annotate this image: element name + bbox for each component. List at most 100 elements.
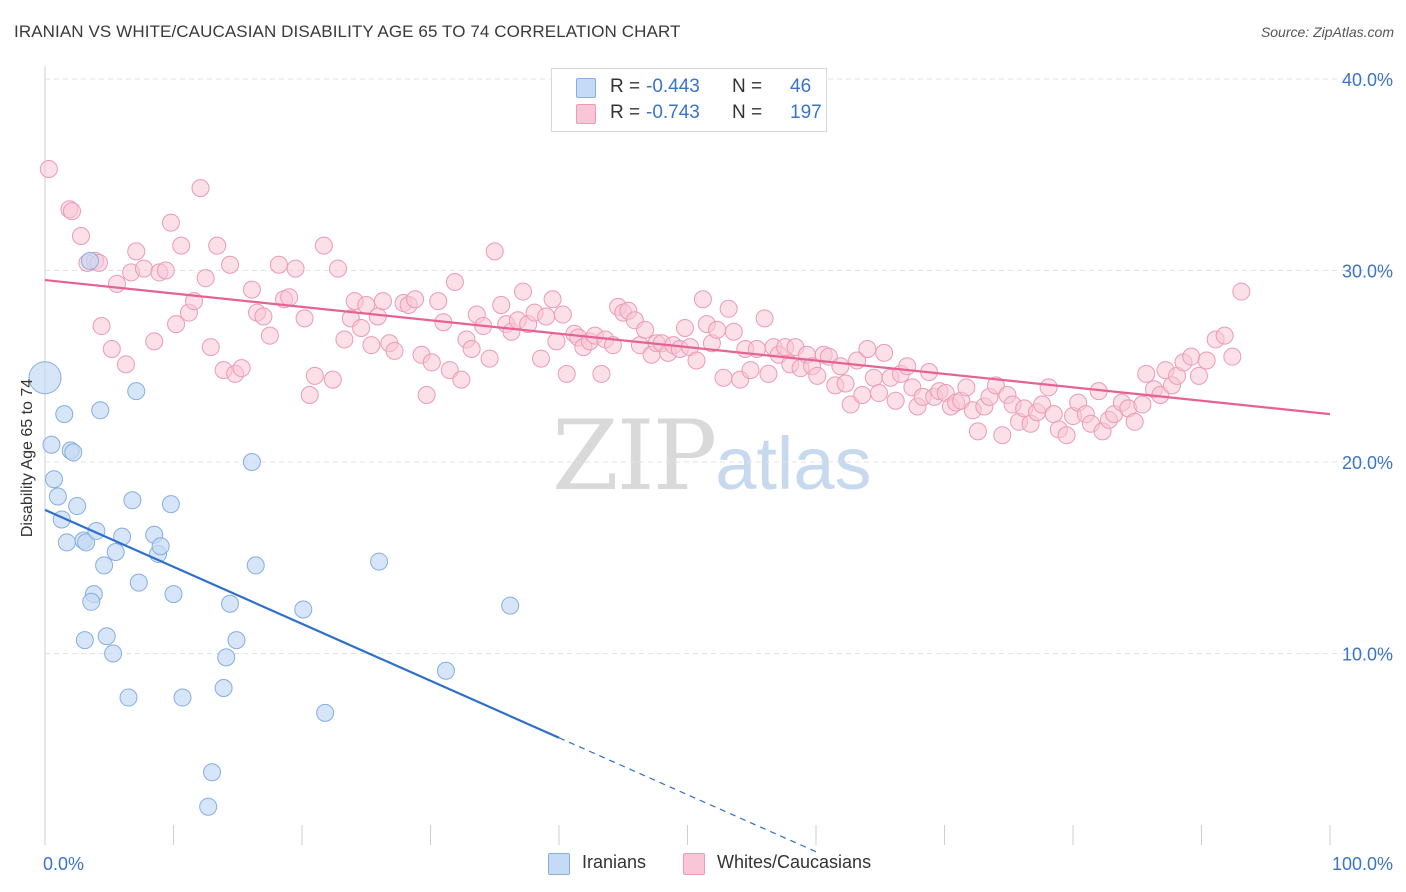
white-caucasian-point (300, 385, 319, 404)
white-caucasian-point (422, 353, 441, 372)
white-caucasian-point (675, 318, 694, 337)
white-caucasian-point (968, 422, 987, 441)
white-caucasian-point (269, 255, 288, 274)
white-caucasian-point (1033, 395, 1052, 414)
white-caucasian-point (196, 269, 215, 288)
iranian-point (113, 527, 132, 546)
white-caucasian-point (232, 359, 251, 378)
axes (44, 66, 1331, 845)
source-label: Source: ZipAtlas.com (1260, 24, 1394, 40)
white-caucasian-point (161, 213, 180, 232)
iranian-point (316, 703, 335, 722)
iranian-point (227, 631, 246, 650)
white-caucasian-point (708, 320, 727, 339)
iranian-point (91, 401, 110, 420)
white-caucasian-point (116, 355, 135, 374)
white-caucasian-points (39, 160, 1251, 445)
iranian-point (217, 648, 236, 667)
white-caucasian-point (445, 272, 464, 291)
iranian-point (436, 661, 455, 680)
iranian-point (164, 585, 183, 604)
white-caucasian-point (385, 341, 404, 360)
white-caucasian-point (1197, 351, 1216, 370)
legend-swatch-iranians (576, 78, 596, 98)
iranian-point (123, 491, 142, 510)
chart-title: IRANIAN VS WHITE/CAUCASIAN DISABILITY AG… (14, 22, 681, 41)
iranian-point (28, 361, 62, 395)
iranian-point (501, 596, 520, 615)
white-caucasian-point (1133, 395, 1152, 414)
trend-lines (44, 278, 1331, 853)
white-caucasian-point (1039, 378, 1058, 397)
legend-swatch-whites (576, 104, 596, 124)
white-caucasian-point (741, 361, 760, 380)
iranian-point (203, 763, 222, 782)
iranian-point (48, 487, 67, 506)
white-caucasian-point (134, 259, 153, 278)
watermark-atlas: atlas (715, 422, 872, 505)
iranian-trend-extension (558, 737, 817, 853)
legend-r-label: R = (610, 76, 641, 97)
x-tick-label: 100.0% (1332, 854, 1393, 874)
y-tick-label: 20.0% (1342, 453, 1393, 473)
white-caucasian-point (102, 340, 121, 359)
tick-labels: 10.0% 20.0% 30.0% 40.0% 0.0% 100.0% (43, 70, 1393, 874)
white-caucasian-point (127, 242, 146, 261)
white-caucasian-point (328, 259, 347, 278)
white-caucasian-point (1044, 405, 1063, 424)
white-caucasian-point (687, 351, 706, 370)
white-caucasian-point (603, 336, 622, 355)
white-caucasian-point (759, 364, 778, 383)
white-caucasian-point (440, 361, 459, 380)
white-caucasian-trend-line (44, 278, 1331, 416)
white-caucasian-point (254, 307, 273, 326)
white-caucasian-point (532, 349, 551, 368)
legend-n-value: 197 (790, 102, 822, 123)
white-caucasian-point (323, 370, 342, 389)
white-caucasian-point (543, 290, 562, 309)
white-caucasian-point (39, 160, 58, 179)
white-caucasian-point (853, 385, 872, 404)
white-caucasian-point (858, 340, 877, 359)
white-caucasian-point (352, 318, 371, 337)
iranian-point (80, 251, 99, 270)
white-caucasian-point (592, 364, 611, 383)
legend-n-value: 46 (790, 76, 812, 97)
bottom-legend-label-whites: Whites/Caucasians (717, 852, 872, 872)
iranian-point (246, 556, 265, 575)
white-caucasian-point (724, 322, 743, 341)
white-caucasian-point (886, 391, 905, 410)
white-caucasian-point (417, 385, 436, 404)
white-caucasian-point (841, 395, 860, 414)
legend-n-label: N = (732, 76, 763, 97)
bottom-legend-swatch-whites (683, 853, 705, 875)
white-caucasian-point (492, 295, 511, 314)
iranian-point (44, 470, 63, 489)
white-caucasian-point (1223, 347, 1242, 366)
white-caucasian-point (480, 349, 499, 368)
white-caucasian-point (295, 309, 314, 328)
legend-r-label: R = (610, 102, 641, 123)
white-caucasian-point (167, 315, 186, 334)
iranian-point (242, 453, 261, 471)
white-caucasian-point (406, 290, 425, 309)
white-caucasian-point (92, 317, 111, 336)
iranian-point (57, 533, 76, 552)
watermark-zip: ZIP (552, 400, 717, 512)
white-caucasian-point (314, 236, 333, 255)
white-caucasian-point (191, 179, 210, 198)
white-caucasian-point (172, 236, 191, 255)
bottom-legend-swatch-iranians (548, 853, 570, 875)
white-caucasian-point (260, 326, 279, 345)
white-caucasian-point (898, 357, 917, 376)
white-caucasian-point (693, 290, 712, 309)
white-caucasian-point (514, 282, 533, 301)
white-caucasian-point (986, 376, 1005, 395)
iranian-point (119, 688, 138, 707)
y-tick-label: 10.0% (1342, 645, 1393, 665)
watermark: ZIPatlas (552, 400, 872, 512)
iranian-point (64, 443, 83, 462)
legend-n-label: N = (732, 102, 763, 123)
iranian-point (95, 556, 114, 575)
